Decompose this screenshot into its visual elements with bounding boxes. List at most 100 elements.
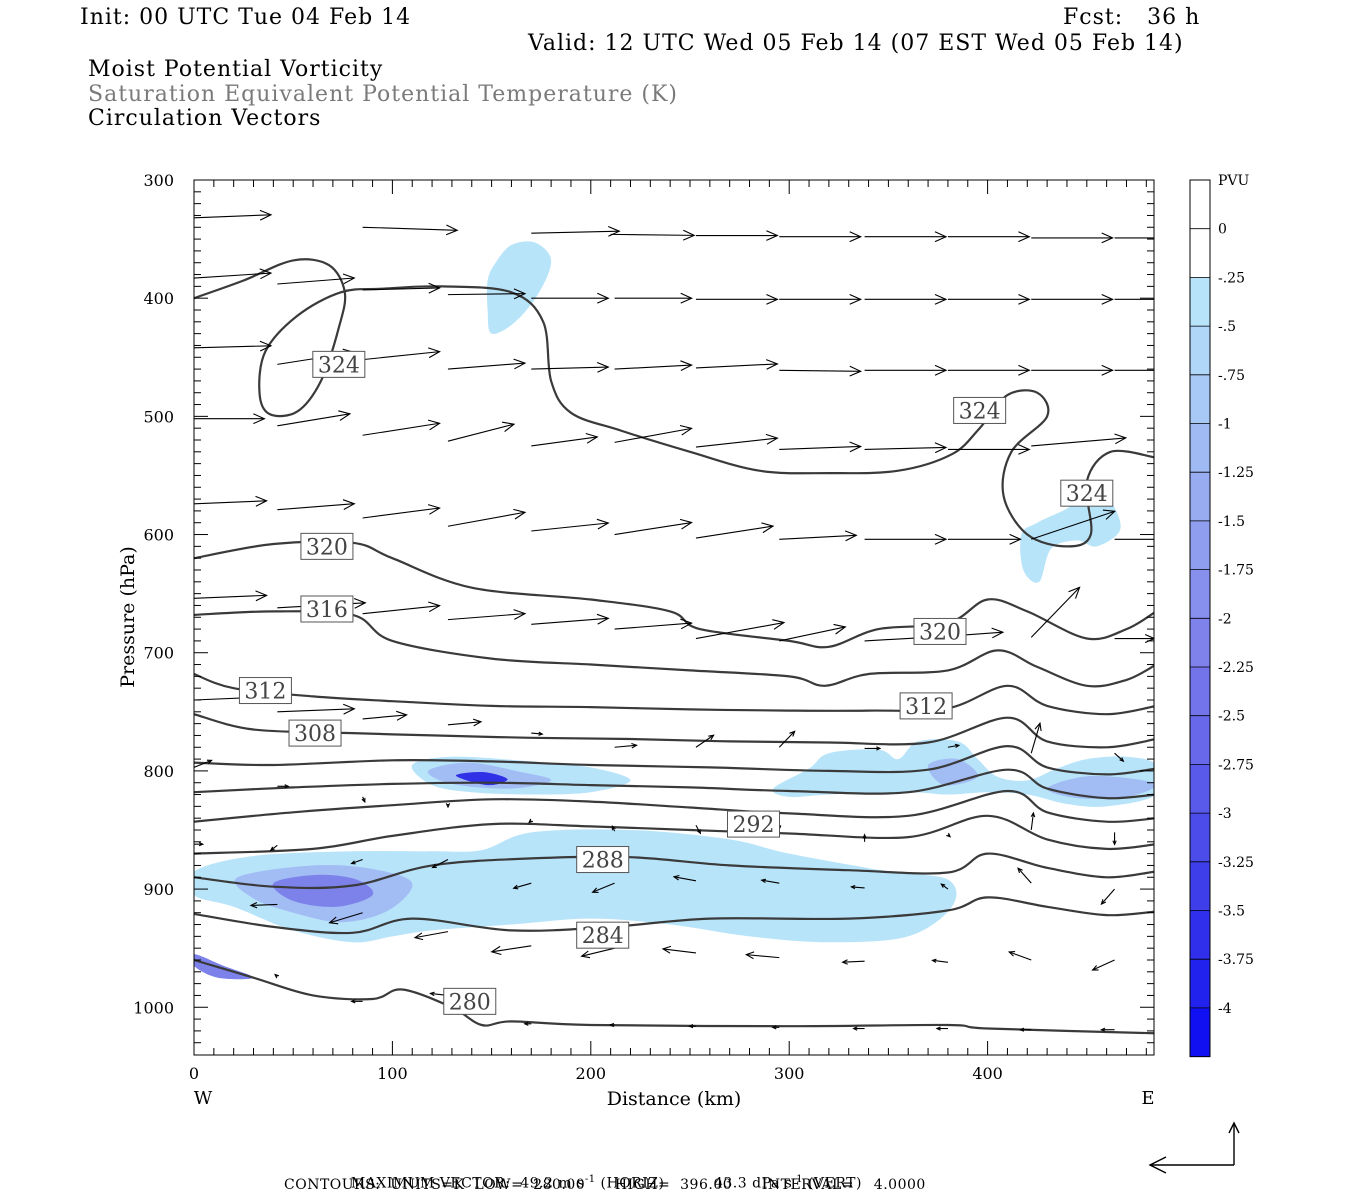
vector-head [269, 846, 275, 852]
colorbar-swatch [1190, 472, 1210, 522]
vector-head [680, 292, 693, 304]
max-vector-vert-exp: -1 [792, 1174, 804, 1185]
vector-head [328, 916, 339, 925]
vector-head [876, 746, 882, 751]
colorbar-swatch [1190, 764, 1210, 814]
circulation-vector [194, 759, 213, 768]
x-tick-label: 100 [377, 1064, 408, 1083]
vector-head [844, 530, 858, 542]
x-end-label-west: W [194, 1088, 213, 1109]
circulation-vector [661, 945, 697, 954]
circulation-vector [695, 293, 779, 305]
circulation-vector [350, 999, 363, 1004]
circulation-vector [194, 842, 205, 847]
vector-shaft [842, 960, 865, 963]
vector-head [523, 1021, 529, 1026]
colorbar-label: -1.75 [1218, 563, 1254, 579]
forecast-hour: Fcst: 36 h [1063, 5, 1201, 30]
circulation-vector [614, 742, 638, 749]
colorbar-label: 0 [1218, 222, 1227, 238]
circulation-vector [580, 947, 615, 959]
vector-shaft [673, 876, 697, 882]
isentrope-292 [194, 814, 1154, 855]
circulation-vector [947, 533, 1022, 545]
vector-head [513, 358, 527, 370]
circulation-vector [277, 499, 356, 511]
vector-head [1119, 757, 1125, 763]
circulation-vector [531, 292, 610, 304]
vector-head [1009, 533, 1022, 545]
circulation-vector [864, 231, 948, 243]
max-vector-line: MAXIMUM VECTOR: 49.2 m s-1 (HORIZ) 43.3 … [341, 1158, 862, 1192]
vector-shaft [277, 708, 355, 713]
colorbar-label: -.5 [1218, 319, 1236, 335]
vector-shaft [362, 714, 407, 720]
vector-head [1101, 232, 1114, 244]
y-tick-label: 900 [143, 880, 174, 899]
circulation-vector [852, 1026, 865, 1031]
y-tick-label: 1000 [133, 998, 174, 1017]
circulation-vector [362, 710, 408, 721]
circulation-vector [864, 533, 948, 545]
colorbar-label: -3.25 [1218, 855, 1254, 871]
vector-head [259, 340, 273, 352]
circulation-vector [277, 273, 356, 285]
circulation-vector [447, 609, 527, 621]
vector-shaft [1030, 723, 1041, 754]
circulation-vector [523, 1021, 532, 1026]
vector-head [760, 878, 767, 884]
circulation-vector [778, 730, 796, 748]
contour-label-text: 312 [905, 695, 947, 720]
vector-shaft [362, 605, 440, 615]
circulation-vector [695, 734, 715, 748]
colorbar-label: -1.25 [1218, 465, 1254, 481]
vector-head [596, 361, 610, 373]
colorbar-swatch [1190, 813, 1210, 863]
x-axis-title: Distance (km) [607, 1088, 742, 1110]
vector-head [946, 832, 952, 838]
vector-shaft [447, 721, 482, 726]
pv-region [486, 241, 552, 334]
vector-head [1114, 433, 1128, 445]
vector-head [353, 597, 367, 609]
isentrope-296 [194, 789, 1154, 823]
vector-head [696, 829, 702, 835]
contour-label-text: 324 [318, 353, 360, 378]
vector-shaft [695, 621, 785, 640]
colorbar-swatch [1190, 423, 1210, 473]
circulation-vector [269, 844, 278, 852]
circulation-vector [277, 703, 356, 715]
colorbar-label: -2.75 [1218, 757, 1254, 773]
vector-shaft [614, 622, 692, 630]
circulation-vector [850, 884, 865, 890]
vector-head [445, 803, 451, 809]
circulation-vector [608, 1022, 615, 1028]
circulation-vector [935, 1026, 948, 1031]
colorbar-swatch [1190, 618, 1210, 668]
circulation-vector [194, 495, 268, 507]
vector-shaft [581, 947, 615, 957]
circulation-vector [447, 358, 527, 370]
colorbar-label: -3 [1218, 806, 1232, 822]
circulation-vector [1017, 867, 1032, 884]
vector-head [255, 495, 268, 507]
isentrope-304 [194, 744, 1154, 776]
vector-head [528, 818, 534, 824]
vector-head [766, 293, 779, 305]
circulation-vector [1114, 752, 1125, 763]
contour-label-text: 292 [732, 813, 774, 838]
colorbar-swatch [1190, 715, 1210, 765]
contour-label-text: 324 [1066, 482, 1108, 507]
circulation-vector [1100, 1027, 1115, 1032]
vector-shaft [864, 446, 947, 451]
reference-vector-icon [1148, 1121, 1240, 1174]
circulation-vector [947, 743, 961, 748]
vector-shaft [194, 759, 212, 768]
vector-head [1018, 293, 1031, 305]
init-time: Init: 00 UTC Tue 04 Feb 14 [80, 5, 412, 30]
vector-shaft [695, 525, 774, 539]
vector-shaft [1100, 888, 1115, 905]
contour-label-box [899, 692, 953, 720]
field-title-vectors: Circulation Vectors [88, 106, 322, 131]
vector-head [342, 273, 356, 285]
